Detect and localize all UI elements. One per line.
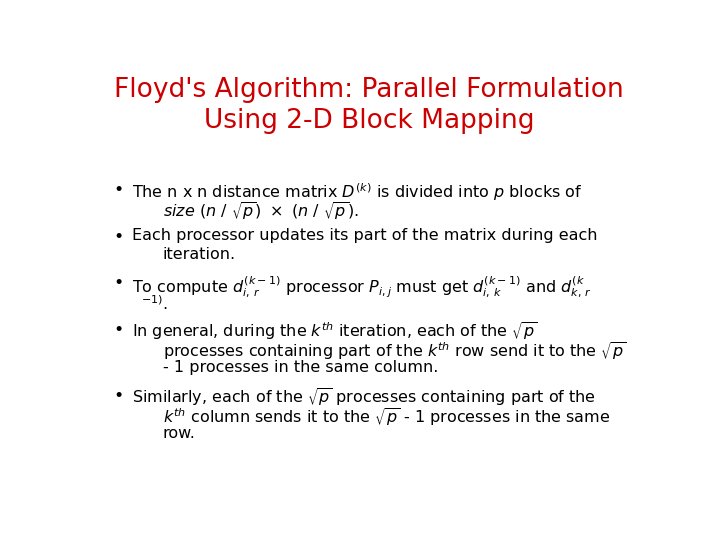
Text: iteration.: iteration. — [163, 247, 235, 262]
Text: To compute $d_{i,\,r}^{(k-1)}$ processor $P_{i,j}$ must get $d_{i,\,k}^{(k-1)}$ : To compute $d_{i,\,r}^{(k-1)}$ processor… — [132, 274, 592, 300]
Text: row.: row. — [163, 426, 195, 441]
Text: $^{-1)}.$: $^{-1)}.$ — [141, 294, 168, 313]
Text: size $(n\ /\ \sqrt{p})\ \times\ (n\ /\ \sqrt{p}).$: size $(n\ /\ \sqrt{p})\ \times\ (n\ /\ \… — [163, 201, 358, 223]
Text: •: • — [114, 321, 124, 339]
Text: •: • — [114, 274, 124, 292]
Text: Each processor updates its part of the matrix during each: Each processor updates its part of the m… — [132, 228, 598, 243]
Text: - 1 processes in the same column.: - 1 processes in the same column. — [163, 360, 438, 375]
Text: The n x n distance matrix $D^{(k)}$ is divided into $p$ blocks of: The n x n distance matrix $D^{(k)}$ is d… — [132, 181, 582, 203]
Text: •: • — [114, 228, 124, 246]
Text: $k^{th}$ column sends it to the $\sqrt{p}$ - $1$ processes in the same: $k^{th}$ column sends it to the $\sqrt{p… — [163, 407, 610, 429]
Text: In general, during the $k^{th}$ iteration, each of the $\sqrt{p}$: In general, during the $k^{th}$ iteratio… — [132, 321, 537, 343]
Text: processes containing part of the $k^{th}$ row send it to the $\sqrt{p}$: processes containing part of the $k^{th}… — [163, 341, 626, 362]
Text: Similarly, each of the $\sqrt{p}$ processes containing part of the: Similarly, each of the $\sqrt{p}$ proces… — [132, 387, 596, 409]
Text: •: • — [114, 387, 124, 405]
Text: Floyd's Algorithm: Parallel Formulation
Using 2-D Block Mapping: Floyd's Algorithm: Parallel Formulation … — [114, 77, 624, 134]
Text: •: • — [114, 181, 124, 199]
